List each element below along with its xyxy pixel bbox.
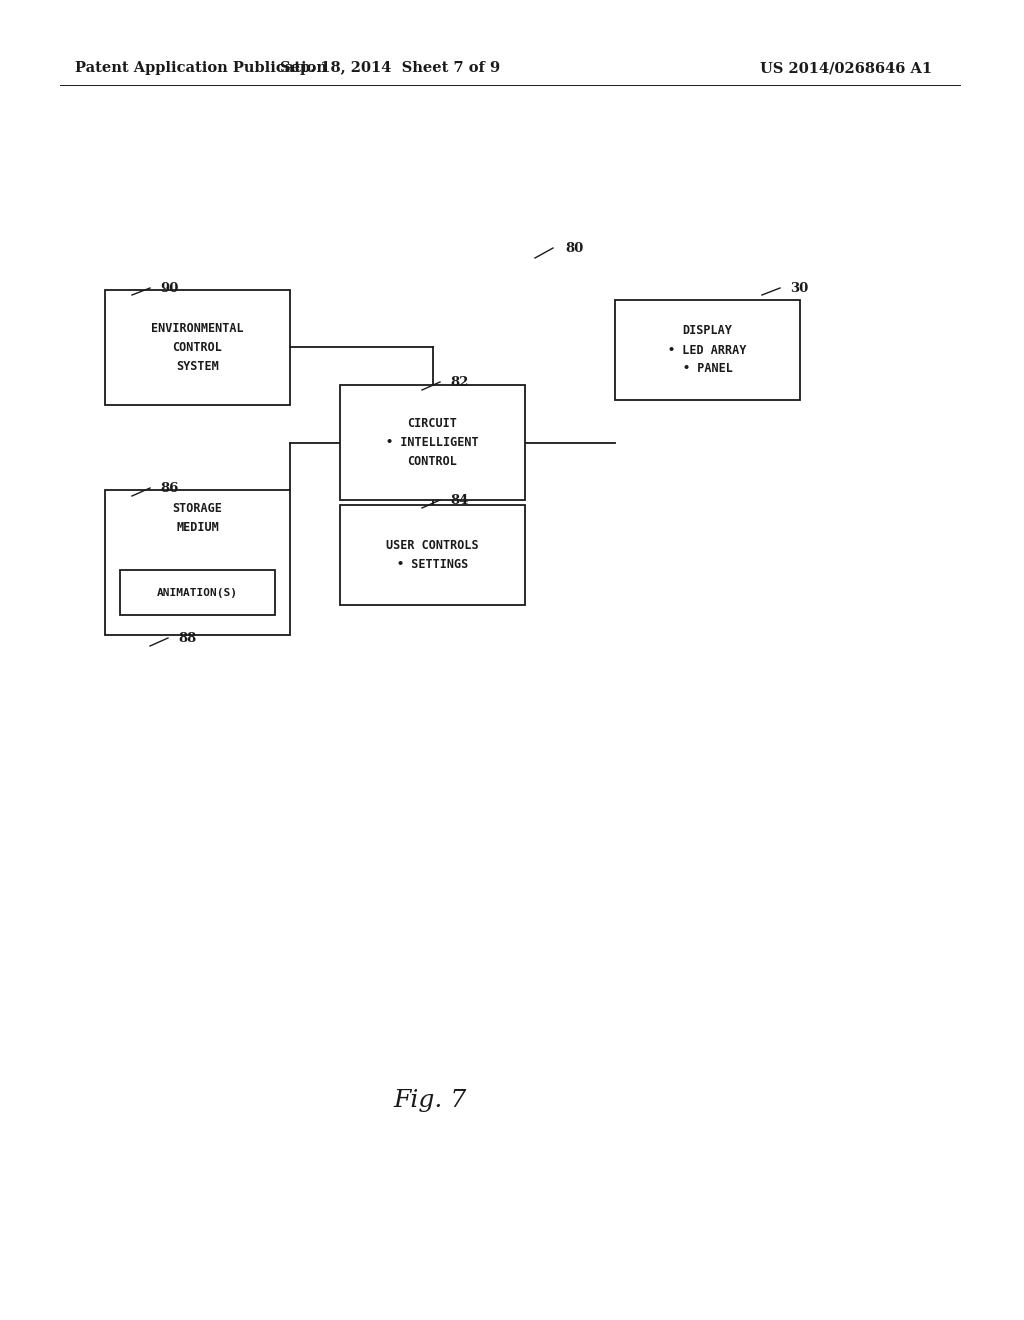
Text: 84: 84 bbox=[450, 494, 468, 507]
Text: 90: 90 bbox=[160, 281, 178, 294]
Text: STORAGE
MEDIUM: STORAGE MEDIUM bbox=[173, 502, 222, 535]
Bar bbox=[340, 385, 525, 500]
Text: 82: 82 bbox=[450, 375, 468, 388]
Text: ANIMATION(S): ANIMATION(S) bbox=[157, 587, 238, 598]
Bar bbox=[105, 290, 290, 405]
Text: 86: 86 bbox=[160, 482, 178, 495]
Text: ENVIRONMENTAL
CONTROL
SYSTEM: ENVIRONMENTAL CONTROL SYSTEM bbox=[152, 322, 244, 374]
Bar bbox=[120, 570, 275, 615]
Text: Patent Application Publication: Patent Application Publication bbox=[75, 61, 327, 75]
Text: 80: 80 bbox=[565, 242, 584, 255]
Text: USER CONTROLS
• SETTINGS: USER CONTROLS • SETTINGS bbox=[386, 539, 479, 572]
Text: Sep. 18, 2014  Sheet 7 of 9: Sep. 18, 2014 Sheet 7 of 9 bbox=[280, 61, 500, 75]
Text: US 2014/0268646 A1: US 2014/0268646 A1 bbox=[760, 61, 932, 75]
Bar bbox=[615, 300, 800, 400]
Text: Fig. 7: Fig. 7 bbox=[393, 1089, 467, 1111]
Bar bbox=[340, 506, 525, 605]
Text: DISPLAY
• LED ARRAY
• PANEL: DISPLAY • LED ARRAY • PANEL bbox=[669, 325, 746, 375]
Text: CIRCUIT
• INTELLIGENT
CONTROL: CIRCUIT • INTELLIGENT CONTROL bbox=[386, 417, 479, 469]
Text: 30: 30 bbox=[790, 281, 808, 294]
Text: 88: 88 bbox=[178, 631, 197, 644]
Bar bbox=[105, 490, 290, 635]
